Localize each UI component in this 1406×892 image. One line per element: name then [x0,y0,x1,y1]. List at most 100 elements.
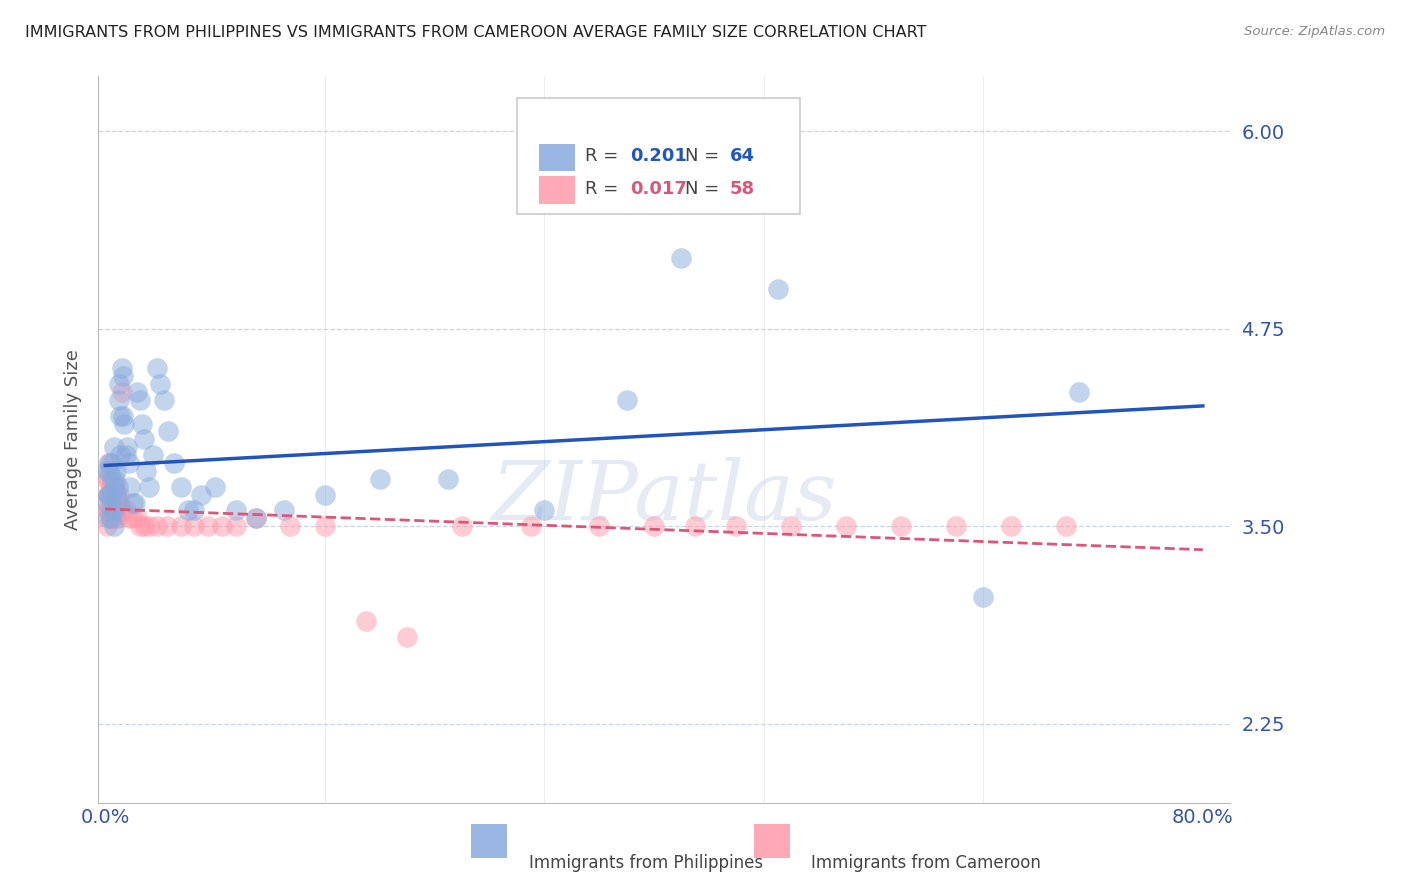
Point [225,519,247,533]
Point [163,456,186,470]
Text: R =: R = [585,147,624,165]
Point [112,503,135,517]
Point [98,464,121,478]
Point [108,392,131,407]
Point [110,448,132,462]
Point [314,488,336,502]
Point [280,519,302,533]
Point [115,448,138,462]
Text: IMMIGRANTS FROM PHILIPPINES VS IMMIGRANTS FROM CAMEROON AVERAGE FAMILY SIZE CORR: IMMIGRANTS FROM PHILIPPINES VS IMMIGRANT… [25,25,927,40]
Point [533,503,555,517]
Point [671,251,693,265]
Point [112,369,135,384]
Point [96,503,118,517]
Point [98,456,121,470]
Point [101,503,124,517]
Point [98,488,121,502]
FancyBboxPatch shape [517,97,800,214]
Point [204,480,226,494]
Point [616,392,638,407]
Point [314,519,336,533]
Point [211,519,233,533]
Point [368,472,391,486]
Text: Immigrants from Cameroon: Immigrants from Cameroon [811,854,1042,871]
Point [1069,384,1091,399]
Point [132,432,155,446]
Point [103,503,125,517]
Point [103,480,125,494]
Point [100,488,122,502]
FancyBboxPatch shape [471,824,508,858]
Point [138,519,160,533]
Point [105,488,128,502]
Point [146,361,169,376]
Text: ZIPatlas: ZIPatlas [492,458,837,538]
Point [97,511,120,525]
Point [273,503,295,517]
Point [1054,519,1077,533]
Point [115,440,138,454]
Point [157,425,180,439]
Point [725,519,748,533]
Text: 64: 64 [730,147,755,165]
Point [98,488,121,502]
Point [105,503,128,517]
Point [103,519,125,533]
Point [156,519,179,533]
Point [138,480,160,494]
Point [683,519,706,533]
Point [128,392,150,407]
Point [107,495,129,509]
Point [124,495,146,509]
Point [1000,519,1022,533]
Text: 0.201: 0.201 [630,147,688,165]
Point [104,495,127,509]
Point [142,448,165,462]
Point [588,519,610,533]
Point [183,519,205,533]
Text: N =: N = [685,147,724,165]
Point [121,495,143,509]
Point [97,488,120,502]
Point [104,472,127,486]
Point [103,440,125,454]
Point [135,464,157,478]
Point [146,519,169,533]
Point [117,456,139,470]
FancyBboxPatch shape [538,177,575,203]
Point [105,488,128,502]
Point [170,519,193,533]
Point [107,511,129,525]
Point [197,519,219,533]
Point [97,488,120,502]
Point [114,417,136,431]
Point [190,488,212,502]
FancyBboxPatch shape [538,144,575,171]
Point [107,480,129,494]
Point [176,503,198,517]
Point [96,519,118,533]
Text: Immigrants from Philippines: Immigrants from Philippines [529,854,762,871]
Point [132,519,155,533]
Point [97,472,120,486]
Point [105,464,128,478]
Text: 0.017: 0.017 [630,179,688,197]
Point [96,495,118,509]
Point [153,392,176,407]
Point [101,472,124,486]
Point [110,495,132,509]
Point [108,503,131,517]
Point [100,511,122,525]
Point [121,511,143,525]
Point [131,417,153,431]
Point [766,282,789,296]
Point [780,519,803,533]
Point [98,503,121,517]
Point [125,384,148,399]
Point [108,376,131,391]
Text: N =: N = [685,179,724,197]
Point [96,472,118,486]
FancyBboxPatch shape [754,824,790,858]
Text: 58: 58 [730,179,755,197]
Point [111,384,134,399]
